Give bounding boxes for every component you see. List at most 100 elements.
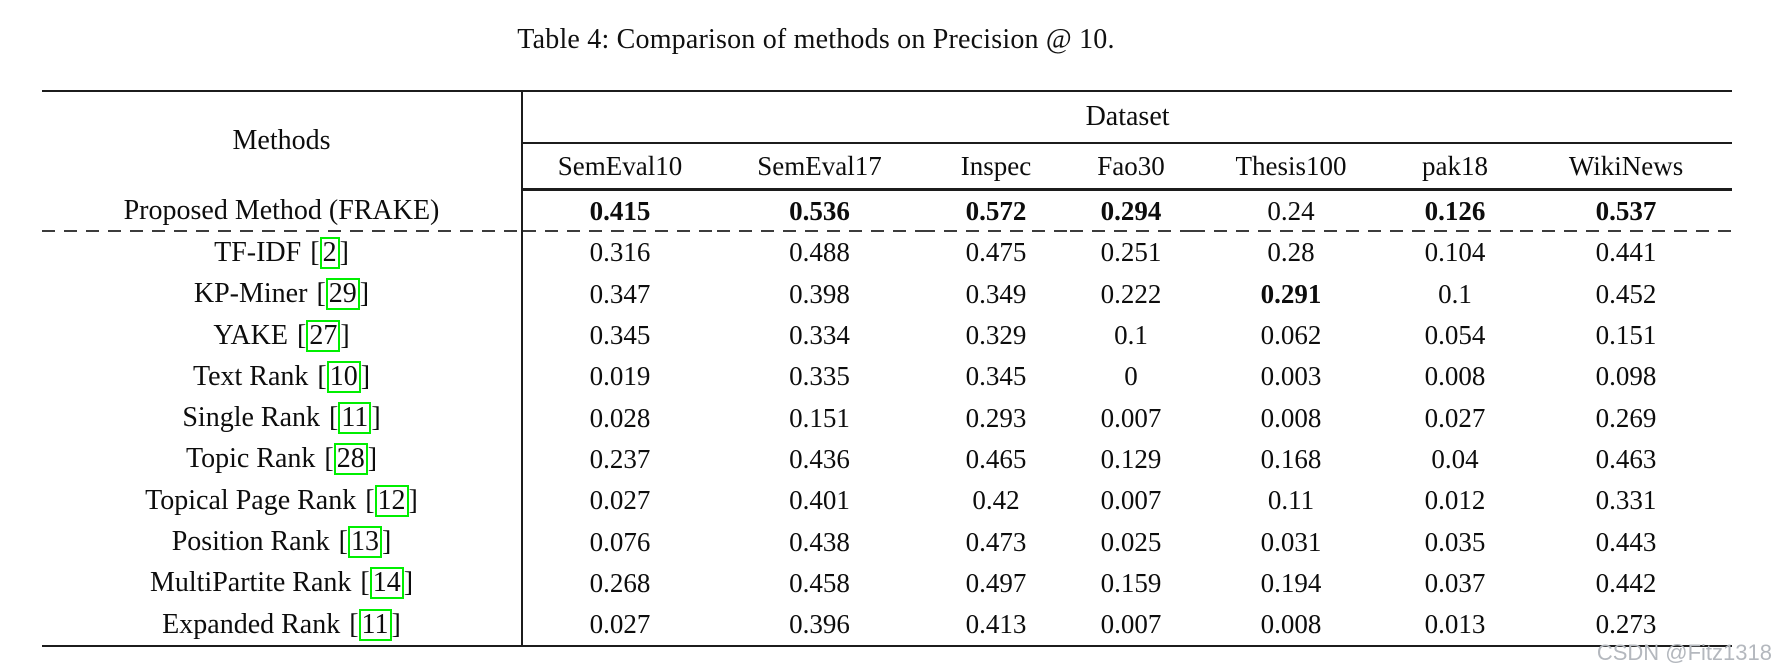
value-cell: 0.251 xyxy=(1100,237,1162,268)
value-cell: 0.463 xyxy=(1595,443,1657,474)
citation-number[interactable]: 28 xyxy=(333,443,368,476)
citation-link[interactable]: [14] xyxy=(360,567,414,600)
value-cell: 0.345 xyxy=(965,361,1027,392)
value-cell: 0.452 xyxy=(1595,278,1657,309)
value-cell: 0.396 xyxy=(789,609,850,640)
value-cell: 0.536 xyxy=(717,189,922,233)
value-cell: 0.104 xyxy=(1424,237,1486,268)
value-cell: 0.442 xyxy=(1595,567,1657,598)
citation-number[interactable]: 12 xyxy=(374,484,409,517)
citation-link[interactable]: [11] xyxy=(349,608,401,641)
value-cell: 0.349 xyxy=(965,278,1027,309)
value-cell: 0.475 xyxy=(965,237,1027,268)
citation-number[interactable]: 11 xyxy=(338,402,372,435)
value-cell: 0.291 xyxy=(1260,278,1322,309)
table-row: Text Rank[10] 0.019 0.335 0.345 0 0.003 0.008 0… xyxy=(42,356,1732,398)
method-name: Position Rank[13] xyxy=(171,526,392,559)
table-row: KP-Miner[29] 0.347 0.398 0.349 0.222 0.291 0.1… xyxy=(42,273,1732,315)
value-cell: 0.007 xyxy=(1100,609,1162,640)
value-cell: 0.008 xyxy=(1424,361,1486,392)
value-cell: 0.572 xyxy=(922,189,1070,233)
value-cell: 0.031 xyxy=(1260,526,1322,557)
method-name: TF-IDF[2] xyxy=(214,236,349,269)
value-cell: 0.151 xyxy=(1595,320,1657,351)
value-cell: 0.027 xyxy=(521,480,717,522)
dataset-group-header: Dataset xyxy=(520,91,1733,144)
citation-number[interactable]: 29 xyxy=(325,278,360,311)
citation-link[interactable]: [10] xyxy=(317,360,371,393)
value-cell: 0.027 xyxy=(1424,402,1486,433)
value-cell: 0 xyxy=(1124,361,1138,392)
value-cell: 0.007 xyxy=(1100,485,1162,516)
value-cell: 0.331 xyxy=(1595,485,1657,516)
value-cell: 0.151 xyxy=(789,402,850,433)
value-cell: 0.436 xyxy=(789,443,850,474)
value-cell: 0.268 xyxy=(521,562,717,604)
citation-number[interactable]: 10 xyxy=(326,360,361,393)
column-header-inspec: Inspec xyxy=(922,143,1070,191)
value-cell: 0.222 xyxy=(1100,278,1162,309)
value-cell: 0.294 xyxy=(1070,189,1192,233)
citation-number[interactable]: 2 xyxy=(319,236,340,269)
citation-link[interactable]: [2] xyxy=(310,236,349,269)
value-cell: 0.025 xyxy=(1100,526,1162,557)
table-row: Topical Page Rank[12] 0.027 0.401 0.42 0.007… xyxy=(42,480,1732,522)
table-row: Proposed Method (FRAKE) 0.415 0.536 0.572 0.… xyxy=(42,189,1733,233)
value-cell: 0.04 xyxy=(1431,443,1479,474)
value-cell: 0.003 xyxy=(1260,361,1322,392)
value-cell: 0.076 xyxy=(521,521,717,563)
value-cell: 0.413 xyxy=(965,609,1027,640)
method-name: Proposed Method (FRAKE) xyxy=(42,189,522,233)
table-row: YAKE[27] 0.345 0.334 0.329 0.1 0.062 0.054 0.15… xyxy=(42,314,1732,357)
method-name: Topic Rank[28] xyxy=(185,443,378,476)
value-cell: 0.273 xyxy=(1595,609,1657,640)
table-row: Single Rank[11] 0.028 0.151 0.293 0.007 0.008… xyxy=(42,397,1732,439)
column-header-row: SemEval10 SemEval17 Inspec Fao30 Thesis100 pa… xyxy=(42,143,1733,191)
value-cell: 0.415 xyxy=(521,189,717,233)
value-cell: 0.269 xyxy=(1595,402,1657,433)
citation-link[interactable]: [13] xyxy=(338,526,392,559)
value-cell: 0.398 xyxy=(789,278,850,309)
column-header-wikinews: WikiNews xyxy=(1520,143,1733,191)
value-cell: 0.159 xyxy=(1100,567,1162,598)
method-name: Single Rank[11] xyxy=(182,402,381,435)
table-row: Expanded Rank[11] 0.027 0.396 0.413 0.007 0.0… xyxy=(42,603,1732,647)
citation-link[interactable]: [29] xyxy=(316,278,370,311)
table-row: Position Rank[13] 0.076 0.438 0.473 0.025 0.0… xyxy=(42,521,1732,563)
column-header-fao30: Fao30 xyxy=(1070,143,1192,191)
citation-number[interactable]: 14 xyxy=(369,567,404,600)
citation-link[interactable]: [12] xyxy=(365,484,418,517)
method-name: YAKE[27] xyxy=(213,319,350,352)
value-cell: 0.098 xyxy=(1595,361,1657,392)
value-cell: 0.1 xyxy=(1114,320,1148,351)
table-header: Methods Dataset SemEval10 SemEval17 Inspec… xyxy=(42,91,1733,191)
value-cell: 0.1 xyxy=(1438,278,1472,309)
citation-link[interactable]: [28] xyxy=(324,443,378,476)
value-cell: 0.037 xyxy=(1424,567,1486,598)
column-header-thesis100: Thesis100 xyxy=(1192,143,1390,191)
value-cell: 0.488 xyxy=(789,237,850,268)
citation-link[interactable]: [11] xyxy=(329,402,381,435)
value-cell: 0.441 xyxy=(1595,237,1657,268)
citation-number[interactable]: 11 xyxy=(358,608,392,641)
value-cell: 0.054 xyxy=(1424,320,1486,351)
method-name: Topical Page Rank[12] xyxy=(145,484,418,517)
value-cell: 0.008 xyxy=(1260,402,1322,433)
citation-link[interactable]: [27] xyxy=(297,319,350,352)
value-cell: 0.465 xyxy=(965,443,1027,474)
value-cell: 0.335 xyxy=(789,361,850,392)
value-cell: 0.013 xyxy=(1424,609,1486,640)
citation-number[interactable]: 27 xyxy=(306,319,341,352)
methods-column-header: Methods xyxy=(232,124,331,156)
citation-number[interactable]: 13 xyxy=(347,526,382,559)
value-cell: 0.497 xyxy=(965,567,1027,598)
value-cell: 0.035 xyxy=(1424,526,1486,557)
value-cell: 0.11 xyxy=(1267,485,1315,516)
column-header-semeval10: SemEval10 xyxy=(521,143,717,191)
value-cell: 0.28 xyxy=(1267,237,1315,268)
dataset-header-row: Methods Dataset xyxy=(42,91,1733,156)
method-name: Text Rank[10] xyxy=(192,360,371,393)
value-cell: 0.008 xyxy=(1260,609,1322,640)
value-cell: 0.458 xyxy=(789,567,850,598)
value-cell: 0.537 xyxy=(1520,189,1733,233)
